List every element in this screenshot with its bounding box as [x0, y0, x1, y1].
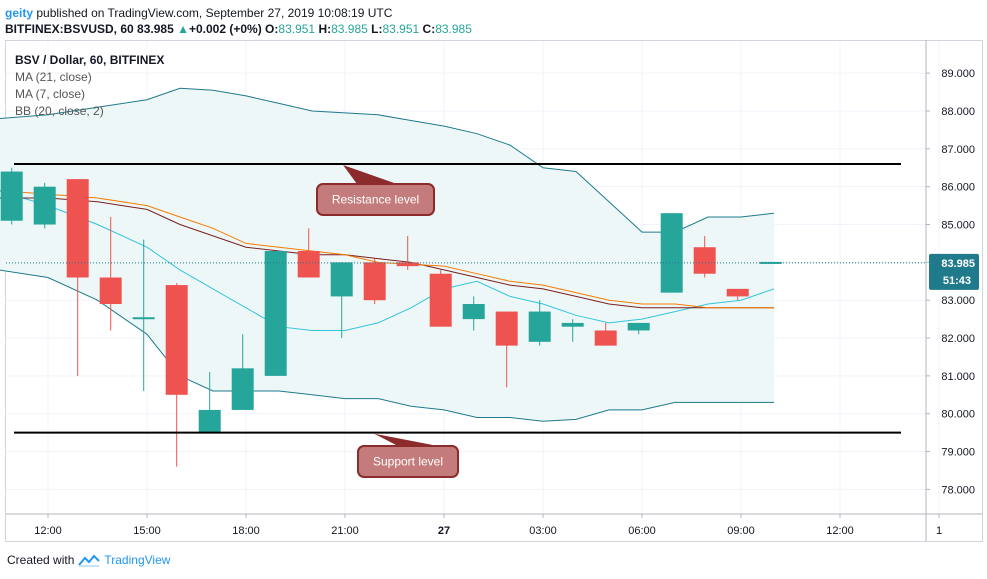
candle-body[interactable]	[627, 322, 650, 331]
y-tick-label: 87.000	[941, 144, 975, 156]
created-with-text: Created with	[7, 553, 75, 567]
price-badge-value: 83.985	[941, 258, 975, 270]
candle-body[interactable]	[495, 311, 518, 346]
candle-body[interactable]	[330, 262, 353, 297]
change-value: +0.002 (+0%)	[188, 22, 262, 36]
resistance-callout-label: Resistance level	[332, 193, 419, 207]
y-tick-label: 83.000	[941, 295, 975, 307]
price-badge	[929, 253, 979, 290]
x-tick-label: 18:00	[232, 525, 260, 537]
chart-frame	[5, 40, 983, 542]
x-tick-label: 1	[936, 525, 942, 537]
low-label: L:	[371, 22, 383, 36]
bollinger-band-fill	[0, 88, 774, 422]
support-callout-pointer	[374, 433, 438, 446]
footer: Created with TradingView	[7, 553, 170, 567]
open-value: 83.951	[278, 22, 316, 36]
candle-body[interactable]	[660, 213, 683, 293]
x-tick-label: 15:00	[133, 525, 161, 537]
y-tick-label: 81.000	[941, 371, 975, 383]
high-value: 83.985	[331, 22, 368, 36]
y-tick-label: 78.000	[941, 484, 975, 496]
legend-ma7[interactable]: MA (7, close)	[15, 87, 86, 101]
candle-body[interactable]	[528, 311, 551, 342]
candle-body[interactable]	[264, 251, 287, 376]
candle-body[interactable]	[561, 322, 584, 327]
publish-info: geity published on TradingView.com, Sept…	[5, 6, 392, 20]
symbol-info-bar: BITFINEX:BSVUSD, 60 83.985 ▲+0.002 (+0%)…	[5, 22, 472, 36]
price-badge-countdown: 51:43	[943, 275, 971, 287]
legend-bb[interactable]: BB (20, close, 2)	[15, 104, 104, 118]
x-tick-label: 12:00	[826, 525, 854, 537]
y-tick-label: 88.000	[941, 106, 975, 118]
y-tick-label: 85.000	[941, 220, 975, 232]
y-tick-label: 79.000	[941, 447, 975, 459]
candle-body[interactable]	[66, 179, 89, 278]
chart-legend: BSV / Dollar, 60, BITFINEX MA (21, close…	[15, 52, 164, 120]
close-label: C:	[422, 22, 436, 36]
x-tick-label: 06:00	[628, 525, 656, 537]
candle-body[interactable]	[759, 261, 782, 264]
y-tick-label: 80.000	[941, 409, 975, 421]
high-label: H:	[318, 22, 332, 36]
candle-body[interactable]	[33, 186, 56, 225]
last-price: 83.985	[137, 22, 174, 36]
resistance-callout-box[interactable]	[316, 183, 435, 216]
support-callout-box[interactable]	[357, 445, 459, 478]
candle-body[interactable]	[396, 262, 419, 267]
up-arrow-icon: ▲	[177, 22, 189, 36]
y-tick-label: 82.000	[941, 333, 975, 345]
candle-body[interactable]	[462, 303, 485, 320]
candle-body[interactable]	[165, 285, 188, 395]
y-tick-label: 86.000	[941, 182, 975, 194]
x-tick-label: 12:00	[34, 525, 62, 537]
published-text: published on TradingView.com, September …	[36, 6, 393, 20]
legend-title: BSV / Dollar, 60, BITFINEX	[15, 53, 165, 67]
tradingview-link[interactable]: TradingView	[104, 553, 171, 567]
tradingview-logo-icon	[78, 554, 101, 567]
candle-body[interactable]	[726, 288, 749, 297]
x-tick-label: 27	[438, 525, 450, 537]
x-tick-label: 21:00	[331, 525, 359, 537]
open-label: O:	[265, 22, 279, 36]
x-tick-label: 03:00	[529, 525, 557, 537]
candle-body[interactable]	[132, 317, 155, 320]
author-name[interactable]: geity	[5, 6, 34, 20]
candle-body[interactable]	[297, 251, 320, 278]
x-tick-label: 09:00	[727, 525, 755, 537]
candle-body[interactable]	[99, 277, 122, 304]
resistance-callout-pointer	[343, 164, 397, 184]
candle-body[interactable]	[594, 330, 617, 346]
candle-body[interactable]	[231, 368, 254, 410]
candle-body[interactable]	[0, 171, 23, 221]
candle-body[interactable]	[363, 262, 386, 301]
low-value: 83.951	[382, 22, 420, 36]
bollinger-upper-line	[0, 87, 775, 233]
candle-body[interactable]	[693, 247, 716, 274]
candle-body[interactable]	[198, 409, 221, 433]
legend-ma21[interactable]: MA (21, close)	[15, 70, 92, 84]
bollinger-basis-line	[0, 190, 775, 331]
support-callout-label: Support level	[373, 455, 443, 469]
candle-body[interactable]	[429, 273, 452, 327]
close-value: 83.985	[435, 22, 472, 36]
symbol-line: BITFINEX:BSVUSD, 60	[5, 22, 134, 36]
y-tick-label: 89.000	[941, 68, 975, 80]
